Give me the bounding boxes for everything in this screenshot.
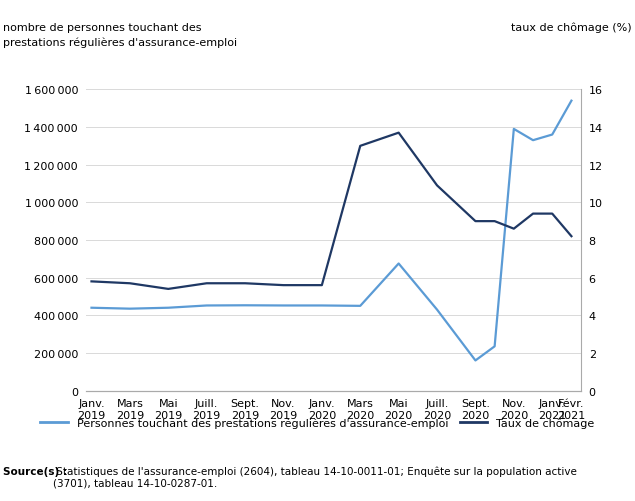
Personnes touchant des prestations régulières d'assurance-emploi — [510, 127, 518, 133]
Line: Taux de chômage: Taux de chômage — [91, 133, 572, 289]
Text: prestations régulières d'assurance-emploi: prestations régulières d'assurance-emplo… — [3, 38, 237, 48]
Taux de chômage — [88, 279, 95, 285]
Taux de chômage — [356, 144, 364, 150]
Personnes touchant des prestations régulières d'assurance-emploi — [203, 303, 210, 309]
Text: Source(s) :: Source(s) : — [3, 466, 67, 476]
Personnes touchant des prestations régulières d'assurance-emploi — [433, 307, 441, 313]
Personnes touchant des prestations régulières d'assurance-emploi — [241, 303, 249, 309]
Taux de chômage — [203, 281, 210, 287]
Personnes touchant des prestations régulières d'assurance-emploi — [88, 305, 95, 311]
Legend: Personnes touchant des prestations régulières d'assurance-emploi, Taux de chômag: Personnes touchant des prestations régul… — [36, 413, 599, 433]
Personnes touchant des prestations régulières d'assurance-emploi — [549, 132, 556, 138]
Personnes touchant des prestations régulières d'assurance-emploi — [395, 261, 403, 267]
Personnes touchant des prestations régulières d'assurance-emploi — [279, 303, 287, 309]
Personnes touchant des prestations régulières d'assurance-emploi — [126, 306, 134, 312]
Taux de chômage — [318, 283, 326, 289]
Personnes touchant des prestations régulières d'assurance-emploi — [318, 303, 326, 309]
Taux de chômage — [510, 226, 518, 232]
Personnes touchant des prestations régulières d'assurance-emploi — [472, 358, 479, 364]
Taux de chômage — [433, 183, 441, 189]
Text: taux de chômage (%): taux de chômage (%) — [511, 23, 632, 33]
Taux de chômage — [279, 283, 287, 289]
Taux de chômage — [241, 281, 249, 287]
Personnes touchant des prestations régulières d'assurance-emploi — [164, 305, 172, 311]
Personnes touchant des prestations régulières d'assurance-emploi — [356, 303, 364, 309]
Taux de chômage — [126, 281, 134, 287]
Taux de chômage — [472, 218, 479, 224]
Taux de chômage — [568, 233, 575, 240]
Taux de chômage — [529, 211, 537, 217]
Text: Statistiques de l'assurance-emploi (2604), tableau 14-10-0011-01; Enquête sur la: Statistiques de l'assurance-emploi (2604… — [53, 466, 577, 488]
Line: Personnes touchant des prestations régulières d'assurance-emploi: Personnes touchant des prestations régul… — [91, 101, 572, 361]
Text: nombre de personnes touchant des: nombre de personnes touchant des — [3, 23, 202, 33]
Taux de chômage — [395, 130, 403, 136]
Taux de chômage — [491, 218, 498, 224]
Personnes touchant des prestations régulières d'assurance-emploi — [568, 98, 575, 104]
Personnes touchant des prestations régulières d'assurance-emploi — [491, 344, 498, 350]
Taux de chômage — [549, 211, 556, 217]
Taux de chômage — [164, 286, 172, 292]
Personnes touchant des prestations régulières d'assurance-emploi — [529, 138, 537, 144]
